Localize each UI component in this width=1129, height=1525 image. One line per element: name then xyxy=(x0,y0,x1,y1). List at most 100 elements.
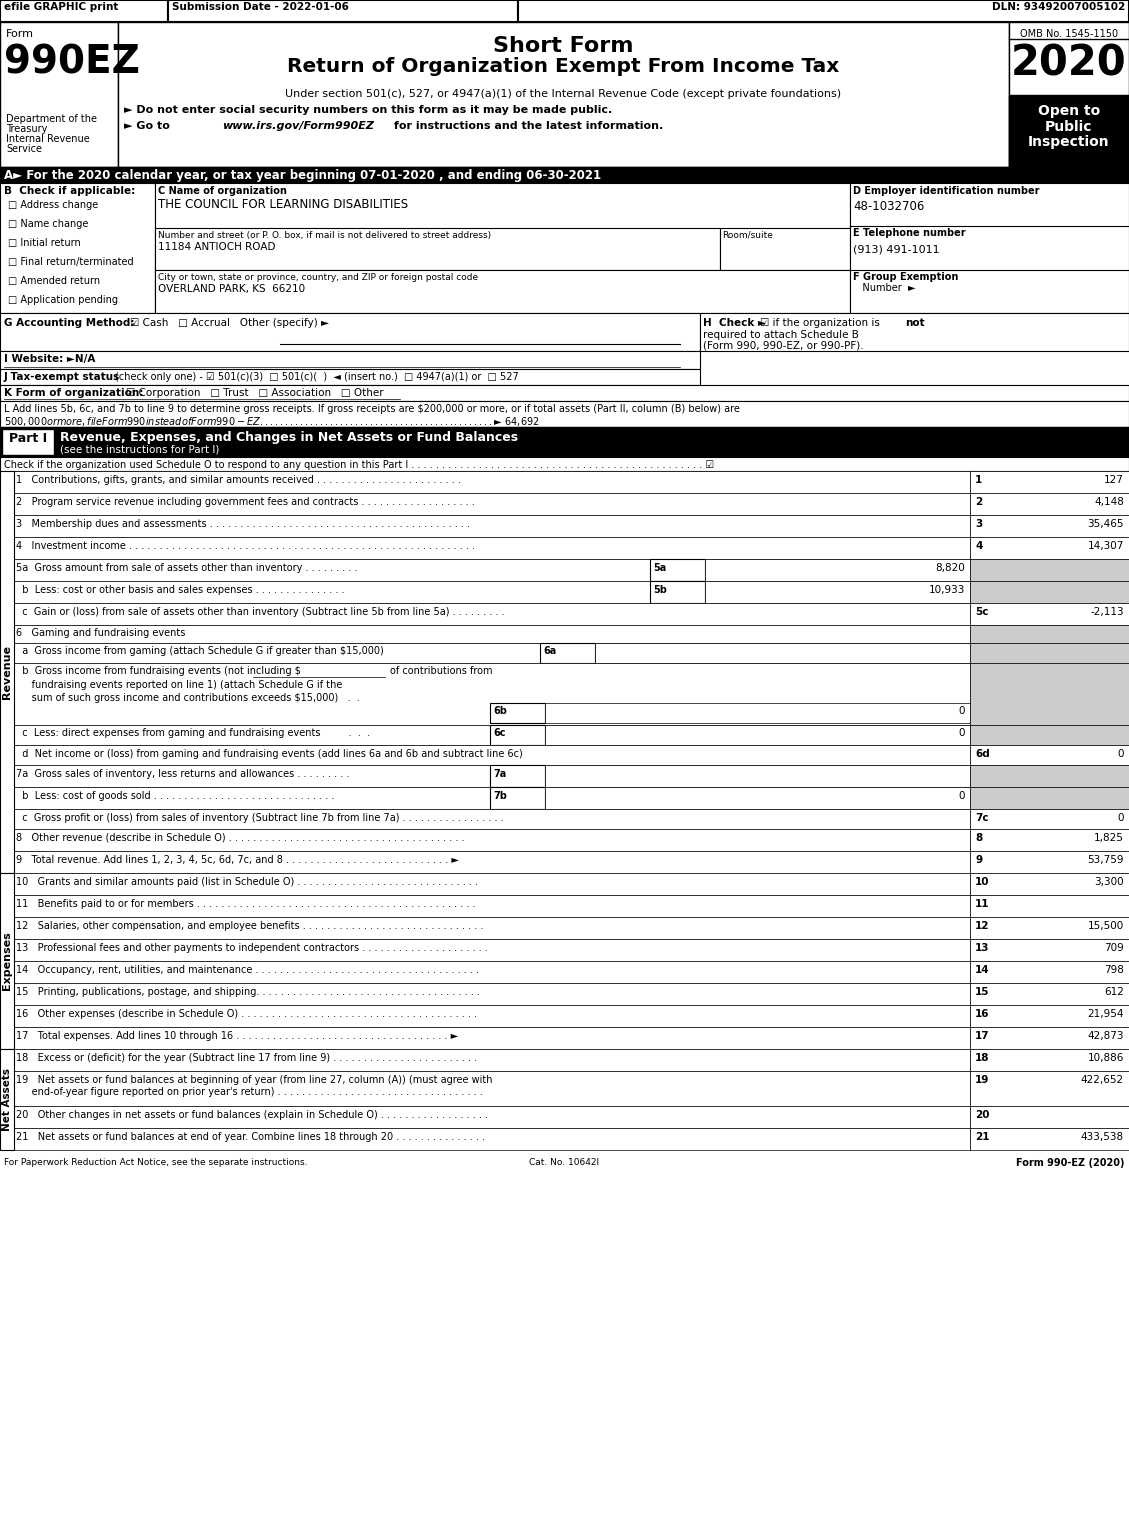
Text: 2: 2 xyxy=(975,497,982,506)
Text: b  Less: cost of goods sold . . . . . . . . . . . . . . . . . . . . . . . . . . : b Less: cost of goods sold . . . . . . .… xyxy=(16,791,334,801)
Bar xyxy=(168,0,518,21)
Bar xyxy=(0,1049,14,1150)
Bar xyxy=(14,625,970,644)
Bar xyxy=(14,663,970,724)
Text: end-of-year figure reported on prior year's return) . . . . . . . . . . . . . . : end-of-year figure reported on prior yea… xyxy=(16,1087,483,1096)
Text: a  Gross income from gaming (attach Schedule G if greater than $15,000): a Gross income from gaming (attach Sched… xyxy=(16,647,384,656)
Text: Open to: Open to xyxy=(1038,104,1100,117)
Bar xyxy=(14,644,970,663)
Text: 1: 1 xyxy=(975,474,982,485)
Bar xyxy=(14,917,970,939)
Text: of contributions from: of contributions from xyxy=(390,666,492,676)
Text: Under section 501(c), 527, or 4947(a)(1) of the Internal Revenue Code (except pr: Under section 501(c), 527, or 4947(a)(1)… xyxy=(285,88,841,99)
Text: 48-1032706: 48-1032706 xyxy=(854,200,925,214)
Bar xyxy=(970,746,1129,766)
Text: Net Assets: Net Assets xyxy=(2,1068,12,1132)
Text: 4,148: 4,148 xyxy=(1094,497,1124,506)
Text: (913) 491-1011: (913) 491-1011 xyxy=(854,244,939,255)
Bar xyxy=(518,0,1129,21)
Bar xyxy=(0,21,119,168)
Bar xyxy=(540,644,595,663)
Bar xyxy=(14,895,970,917)
Text: For Paperwork Reduction Act Notice, see the separate instructions.: For Paperwork Reduction Act Notice, see … xyxy=(5,1157,307,1167)
Text: F Group Exemption: F Group Exemption xyxy=(854,271,959,282)
Text: 3: 3 xyxy=(975,518,982,529)
Bar xyxy=(0,427,1129,458)
Bar xyxy=(155,270,850,313)
Text: OVERLAND PARK, KS  66210: OVERLAND PARK, KS 66210 xyxy=(158,284,305,294)
Bar xyxy=(970,830,1129,851)
Bar xyxy=(0,0,1129,21)
Text: 12: 12 xyxy=(975,921,989,930)
Text: Submission Date - 2022-01-06: Submission Date - 2022-01-06 xyxy=(172,2,349,12)
Text: □ Final return/terminated: □ Final return/terminated xyxy=(8,258,133,267)
Text: 5a: 5a xyxy=(653,563,666,573)
Text: Room/suite: Room/suite xyxy=(723,230,773,239)
Bar xyxy=(595,644,970,663)
Bar xyxy=(970,1106,1129,1128)
Text: fundraising events reported on line 1) (attach Schedule G if the: fundraising events reported on line 1) (… xyxy=(16,680,342,689)
Text: 8: 8 xyxy=(975,833,982,843)
Bar xyxy=(0,369,700,384)
Bar xyxy=(850,183,1129,313)
Text: 11   Benefits paid to or for members . . . . . . . . . . . . . . . . . . . . . .: 11 Benefits paid to or for members . . .… xyxy=(16,900,475,909)
Text: for instructions and the latest information.: for instructions and the latest informat… xyxy=(390,120,663,131)
Text: 6a: 6a xyxy=(543,647,557,656)
Bar xyxy=(970,581,1129,602)
Text: 35,465: 35,465 xyxy=(1087,518,1124,529)
Bar xyxy=(970,787,1129,808)
Text: efile GRAPHIC print: efile GRAPHIC print xyxy=(5,2,119,12)
Text: 17   Total expenses. Add lines 10 through 16 . . . . . . . . . . . . . . . . . .: 17 Total expenses. Add lines 10 through … xyxy=(16,1031,458,1042)
Text: 6b: 6b xyxy=(493,706,507,717)
Bar xyxy=(155,183,850,313)
Text: □ Address change: □ Address change xyxy=(8,200,98,210)
Text: not: not xyxy=(905,319,925,328)
Text: B  Check if applicable:: B Check if applicable: xyxy=(5,186,135,197)
Text: 16   Other expenses (describe in Schedule O) . . . . . . . . . . . . . . . . . .: 16 Other expenses (describe in Schedule … xyxy=(16,1010,476,1019)
Text: 709: 709 xyxy=(1104,942,1124,953)
Text: Cat. No. 10642I: Cat. No. 10642I xyxy=(530,1157,599,1167)
Text: 5a  Gross amount from sale of assets other than inventory . . . . . . . . .: 5a Gross amount from sale of assets othe… xyxy=(16,563,358,573)
Text: 20: 20 xyxy=(975,1110,989,1119)
Text: 8,820: 8,820 xyxy=(935,563,965,573)
Text: DLN: 93492007005102: DLN: 93492007005102 xyxy=(991,2,1124,12)
Text: 13: 13 xyxy=(975,942,989,953)
Bar xyxy=(14,515,970,537)
Text: Short Form: Short Form xyxy=(492,37,633,56)
Text: 15: 15 xyxy=(975,987,989,997)
Bar xyxy=(490,703,545,723)
Text: sum of such gross income and contributions exceeds $15,000)   .  .: sum of such gross income and contributio… xyxy=(16,692,360,703)
Bar xyxy=(970,872,1129,895)
Bar xyxy=(704,560,970,581)
Bar xyxy=(14,961,970,984)
Text: 15,500: 15,500 xyxy=(1087,921,1124,930)
Text: THE COUNCIL FOR LEARNING DISABILITIES: THE COUNCIL FOR LEARNING DISABILITIES xyxy=(158,198,408,210)
Text: Revenue, Expenses, and Changes in Net Assets or Fund Balances: Revenue, Expenses, and Changes in Net As… xyxy=(60,432,518,444)
Text: 433,538: 433,538 xyxy=(1080,1132,1124,1142)
Text: 19   Net assets or fund balances at beginning of year (from line 27, column (A)): 19 Net assets or fund balances at beginn… xyxy=(16,1075,492,1084)
Bar xyxy=(14,851,970,872)
Text: 9: 9 xyxy=(975,856,982,865)
Bar xyxy=(0,0,168,21)
Text: 6   Gaming and fundraising events: 6 Gaming and fundraising events xyxy=(16,628,185,637)
Text: 0: 0 xyxy=(1118,749,1124,759)
Text: 0: 0 xyxy=(959,727,965,738)
Text: ☑ if the organization is: ☑ if the organization is xyxy=(760,319,883,328)
Bar xyxy=(545,787,970,808)
Text: □ Name change: □ Name change xyxy=(8,220,88,229)
Bar xyxy=(14,766,970,787)
Bar xyxy=(14,1106,970,1128)
Bar xyxy=(14,724,970,746)
Text: Service: Service xyxy=(6,143,42,154)
Bar xyxy=(970,602,1129,625)
Text: 12   Salaries, other compensation, and employee benefits . . . . . . . . . . . .: 12 Salaries, other compensation, and emp… xyxy=(16,921,483,930)
Bar xyxy=(970,471,1129,493)
Bar xyxy=(14,830,970,851)
Text: 18: 18 xyxy=(975,1052,989,1063)
Bar xyxy=(970,560,1129,581)
Text: 2020: 2020 xyxy=(1012,43,1127,85)
Bar xyxy=(14,1049,970,1071)
Bar xyxy=(0,313,700,351)
Text: Department of the: Department of the xyxy=(6,114,97,124)
Text: (see the instructions for Part I): (see the instructions for Part I) xyxy=(60,444,219,454)
